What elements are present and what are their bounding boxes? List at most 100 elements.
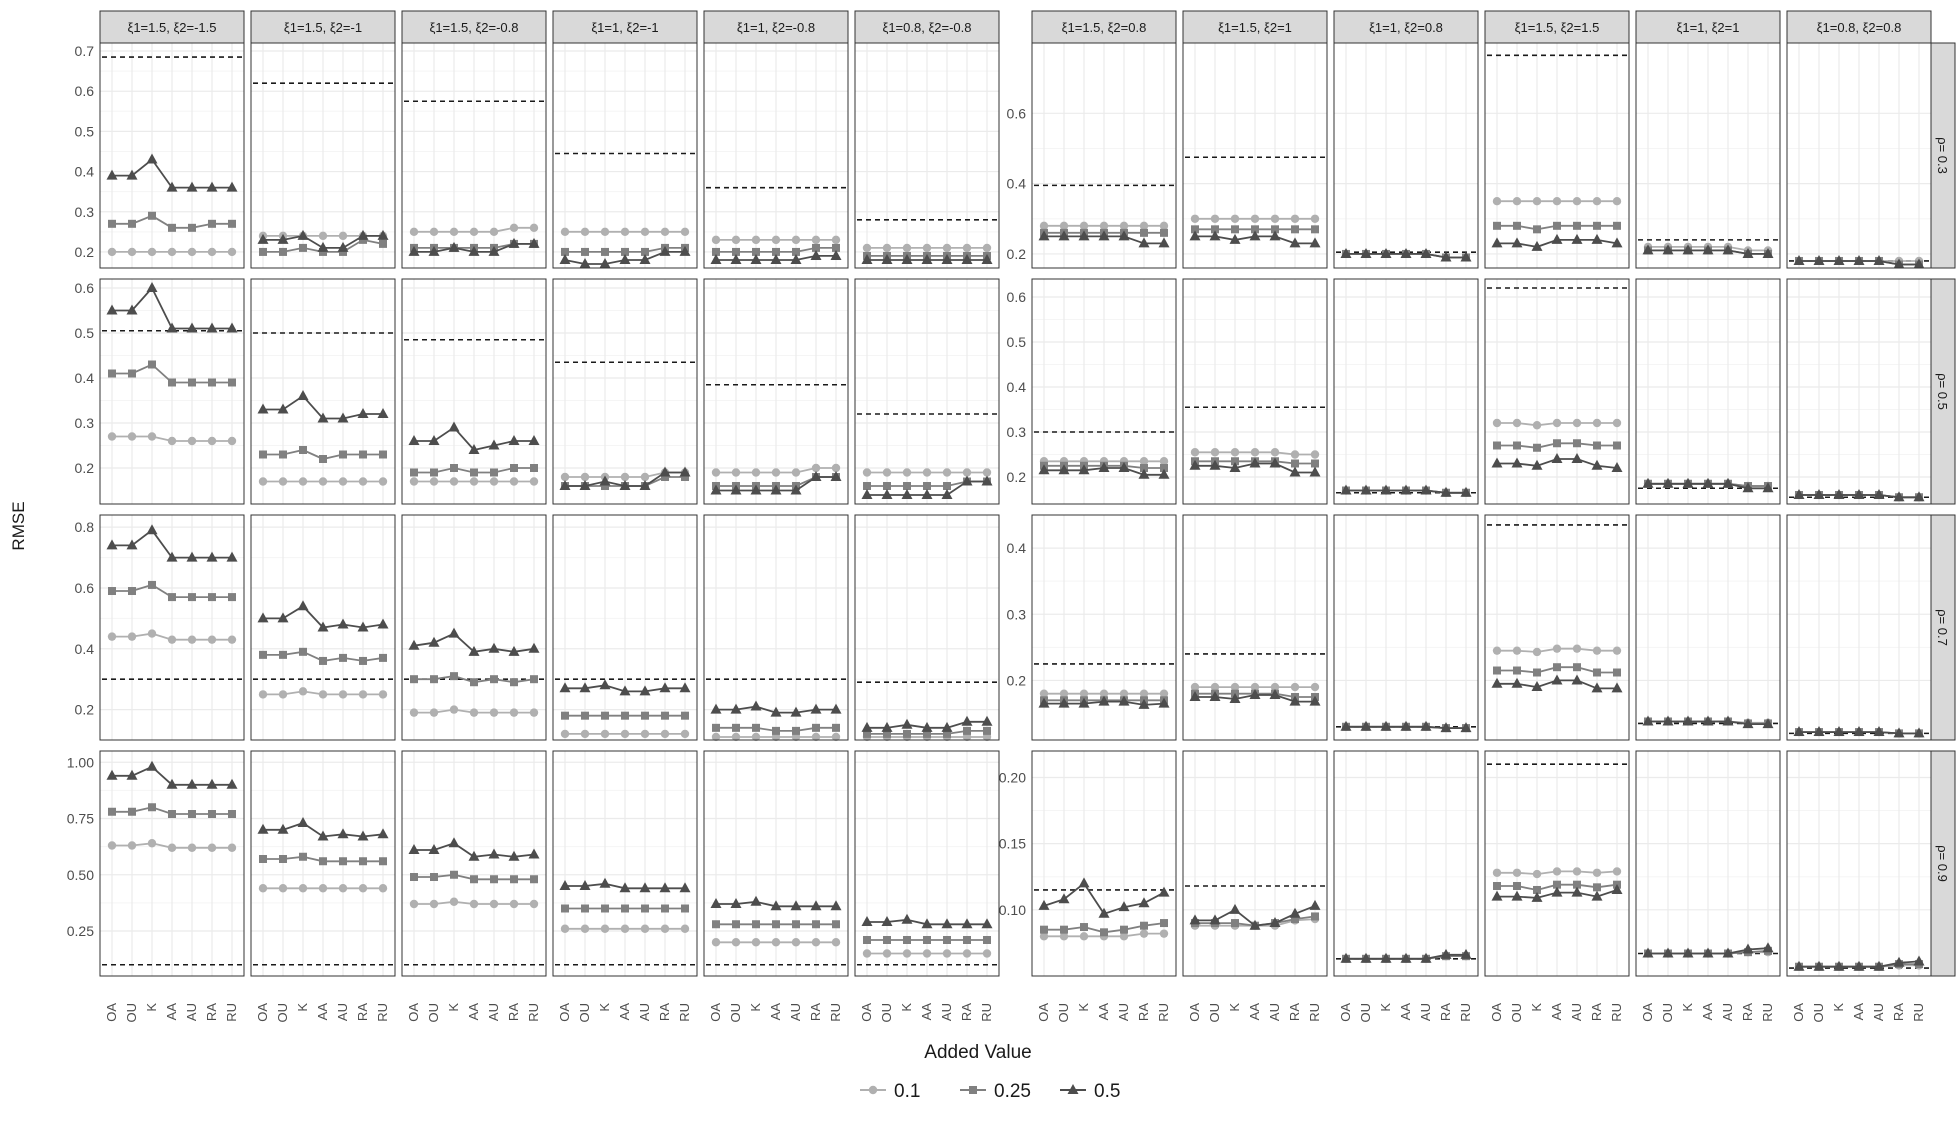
data-point-0.1: [811, 938, 821, 947]
data-point-0.5: [679, 466, 691, 477]
data-point-0.25: [299, 852, 307, 861]
data-point-0.5: [377, 229, 389, 240]
data-point-0.5: [1793, 726, 1805, 737]
data-point-0.5: [599, 877, 611, 888]
facet-strip-label: ξ1=1.5, ξ2=0.8: [1062, 20, 1147, 35]
x-tick-label: AU: [788, 1003, 803, 1021]
x-tick-labels: OA OU K AA AU RA RU: [1187, 1003, 1322, 1023]
data-point-0.5: [357, 229, 369, 240]
data-point-0.5: [639, 253, 651, 264]
data-point-0.5: [639, 480, 651, 490]
data-point-0.1: [791, 235, 801, 245]
x-tick-label: OU: [1509, 1003, 1524, 1023]
data-point-0.25: [681, 711, 689, 720]
data-point-0.25: [681, 473, 689, 481]
data-point-0.5: [206, 322, 218, 333]
data-point-0.25: [319, 455, 327, 463]
data-point-0.5: [961, 475, 973, 486]
data-point-0.1: [902, 243, 912, 253]
data-point-0.5: [357, 621, 369, 632]
data-point-0.1: [1512, 197, 1522, 206]
panel-g1-r3-c5: [703, 514, 849, 742]
data-point-0.5: [579, 480, 591, 490]
x-tick-label: RA: [1438, 1003, 1453, 1021]
data-point-0.25: [188, 593, 196, 602]
data-point-0.25: [259, 650, 267, 659]
data-point-0.1: [378, 884, 388, 893]
data-point-0.25: [319, 656, 327, 665]
panel-border: [1786, 278, 1932, 505]
x-tick-label: AU: [939, 1003, 954, 1021]
y-tick-label: 0.50: [67, 867, 94, 883]
panel-g1-r4-c5: OA OU K AA AU RA RU: [703, 750, 849, 1023]
x-tick-label: AU: [1871, 1003, 1886, 1021]
data-point-0.25: [359, 235, 367, 244]
data-point-0.5: [710, 898, 722, 908]
data-point-0.5: [961, 918, 973, 929]
data-point-0.25: [450, 464, 458, 472]
data-point-0.25: [963, 726, 971, 735]
data-point-0.25: [661, 473, 669, 481]
data-point-0.5: [377, 618, 389, 629]
panel-g1-r1-c6: [854, 42, 1000, 269]
data-point-0.5: [1913, 258, 1925, 269]
x-tick-labels: OA OU K AA AU RA RU: [708, 1003, 843, 1023]
data-point-0.5: [730, 253, 742, 264]
data-point-0.5: [830, 249, 842, 260]
data-point-0.1: [1250, 448, 1260, 457]
panel-g1-r4-c3: OA OU K AA AU RA RU: [401, 750, 547, 1023]
data-point-0.1: [278, 690, 288, 699]
data-point-0.25: [883, 729, 891, 738]
data-point-0.25: [148, 803, 156, 812]
data-point-0.1: [1552, 867, 1562, 876]
data-point-0.25: [943, 729, 951, 738]
data-point-0.5: [659, 882, 671, 893]
panel-border: [99, 750, 245, 977]
data-point-0.5: [861, 253, 873, 264]
data-point-0.5: [1793, 960, 1805, 971]
data-point-0.1: [922, 468, 932, 477]
data-point-0.5: [337, 241, 349, 252]
data-point-0.5: [639, 685, 651, 696]
panel-g2-r4-c6: OA OU K AA AU RA RU: [1786, 750, 1932, 1023]
facet-strip: [99, 10, 245, 44]
data-point-0.1: [1532, 421, 1542, 430]
panel-g2-r2-c4: [1484, 278, 1630, 505]
data-point-0.1: [489, 477, 499, 486]
data-point-0.5: [408, 245, 420, 256]
x-tick-label: AU: [1569, 1003, 1584, 1021]
facet-strip-label: ξ1=1, ξ2=-0.8: [737, 20, 815, 35]
facet-strip: [401, 10, 547, 44]
data-point-0.25: [188, 810, 196, 818]
y-tick-labels-g2-r3: 0.2 0.3 0.4: [1007, 540, 1027, 688]
data-point-0.1: [258, 884, 268, 893]
data-point-0.25: [1040, 925, 1048, 934]
panel-g1-r3-c4: [552, 514, 698, 741]
data-point-0.1: [1210, 214, 1220, 223]
data-point-0.1: [1119, 221, 1129, 231]
data-point-0.5: [1038, 464, 1050, 475]
data-point-0.25: [450, 870, 458, 879]
data-point-0.5: [599, 679, 611, 690]
data-point-0.1: [489, 708, 499, 717]
data-point-0.1: [751, 235, 761, 245]
x-tick-labels: OA OU K AA AU RA RU: [1640, 1003, 1775, 1023]
data-point-0.5: [1189, 690, 1201, 701]
data-point-0.1: [1039, 932, 1049, 941]
data-point-0.5: [1873, 960, 1885, 971]
data-point-0.5: [1249, 230, 1261, 241]
data-point-0.1: [207, 843, 217, 852]
panel-g1-r1-c2: [250, 42, 396, 269]
legend-key-marker: [868, 1085, 878, 1095]
y-tick-label: 0.20: [999, 769, 1026, 785]
data-point-0.5: [428, 636, 440, 647]
data-point-0.5: [770, 484, 782, 495]
data-point-0.25: [1533, 885, 1541, 894]
panel-g1-r2-c3: [401, 278, 547, 505]
legend-label: 0.25: [994, 1081, 1031, 1102]
data-point-0.25: [943, 482, 951, 490]
data-point-0.25: [1191, 225, 1199, 234]
data-point-0.5: [1460, 948, 1472, 959]
data-point-0.25: [681, 904, 689, 913]
data-point-0.1: [982, 949, 992, 958]
